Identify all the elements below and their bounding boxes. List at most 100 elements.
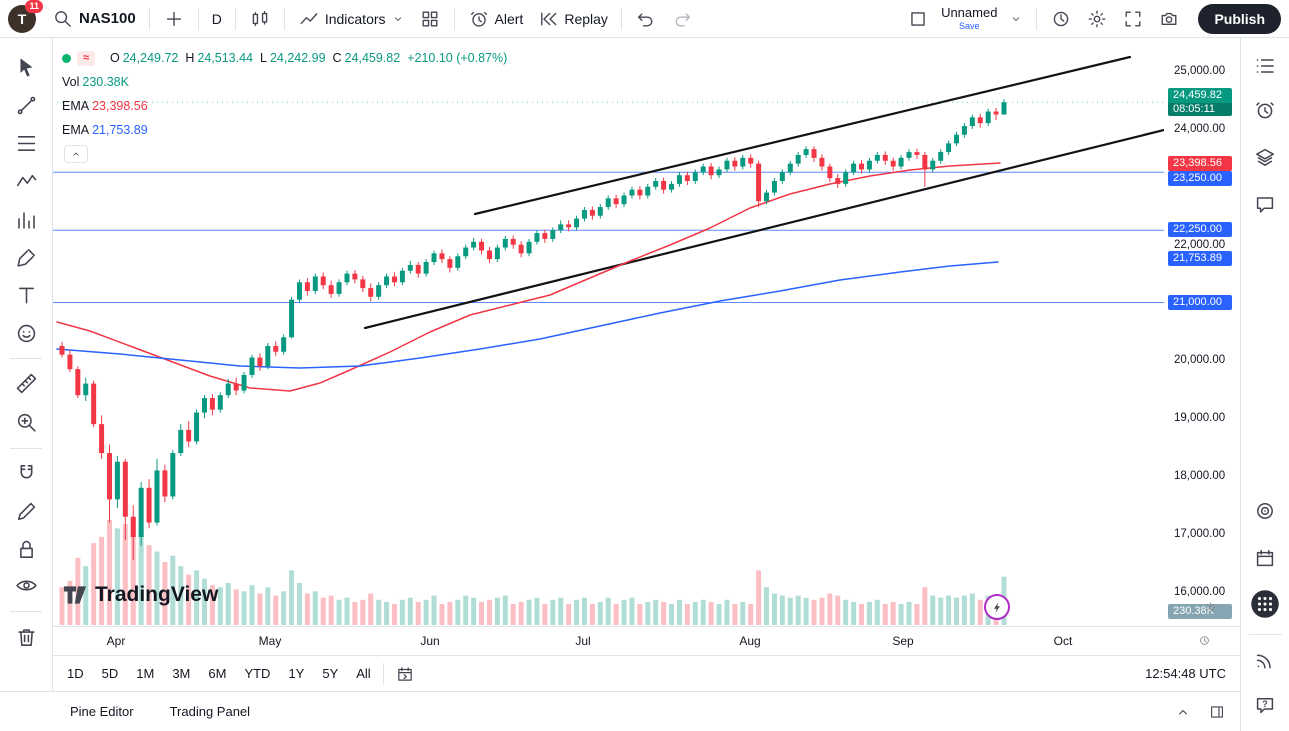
- emoji-tool[interactable]: [12, 319, 40, 347]
- time-tick-jul: Jul: [575, 634, 591, 648]
- range-1y-button[interactable]: 1Y: [288, 666, 305, 681]
- apps-button[interactable]: [1251, 590, 1279, 618]
- layout-grid-icon[interactable]: [413, 4, 447, 34]
- range-ytd-button[interactable]: YTD: [244, 666, 271, 681]
- price-chart[interactable]: [52, 38, 1164, 626]
- chart-legend: ≈ O 24,249.72 H 24,513.44 L 24,242.99 C 24,4…: [62, 46, 507, 163]
- user-avatar[interactable]: T 11: [8, 0, 43, 33]
- help-button[interactable]: ?: [1251, 692, 1279, 720]
- alert-button[interactable]: Alert: [462, 4, 530, 34]
- panel-collapse-icon[interactable]: [1174, 703, 1192, 721]
- toolbar-separator: [283, 7, 285, 30]
- screenshot-camera-icon[interactable]: [1152, 4, 1186, 34]
- lock-icon: [14, 537, 39, 562]
- toolbar-separator: [197, 7, 199, 30]
- symbol-marker-icon: ≈: [77, 50, 95, 66]
- lock-tool[interactable]: [12, 535, 40, 563]
- replay-icon: [537, 8, 559, 30]
- market-status-dot: [62, 53, 71, 63]
- range-5d-button[interactable]: 5D: [101, 666, 119, 681]
- price-tick: 22,000.00: [1174, 238, 1226, 251]
- symbol-search-button[interactable]: NAS100: [46, 4, 142, 34]
- pencil-tool[interactable]: [12, 497, 40, 525]
- emoji-icon: [14, 321, 39, 346]
- layout-chevron-icon[interactable]: [1003, 8, 1029, 30]
- eye-tool[interactable]: [12, 571, 40, 599]
- low-value: 24,242.99: [269, 51, 326, 65]
- hotlists-target-icon: [1253, 499, 1277, 523]
- goto-date-icon[interactable]: [389, 660, 421, 688]
- time-tick-apr: Apr: [106, 634, 126, 648]
- lightning-icon: [991, 601, 1004, 614]
- trading-panel-tab[interactable]: Trading Panel: [169, 704, 251, 719]
- ruler-tool[interactable]: [12, 369, 40, 397]
- settings-gear-icon[interactable]: [1080, 4, 1114, 34]
- trend-line-tool[interactable]: [12, 91, 40, 119]
- cursor-tool[interactable]: [12, 53, 40, 81]
- pine-editor-tab[interactable]: Pine Editor: [70, 704, 134, 719]
- session-clock-icon[interactable]: [1044, 4, 1078, 34]
- chevron-up-icon: [70, 148, 82, 160]
- tradingview-watermark: TradingView: [62, 582, 218, 608]
- ema-fast-value: 23,398.56: [92, 99, 148, 113]
- legend-ema-fast-row: EMA 23,398.56: [62, 94, 507, 118]
- alerts-clock-button[interactable]: [1251, 96, 1279, 124]
- chat-button[interactable]: [1251, 191, 1279, 219]
- high-value: 24,513.44: [197, 51, 253, 65]
- range-5y-button[interactable]: 5Y: [322, 666, 339, 681]
- brush-tool[interactable]: [12, 243, 40, 271]
- redo-icon[interactable]: [665, 4, 699, 34]
- save-link[interactable]: Save: [958, 21, 980, 31]
- range-all-button[interactable]: All: [356, 666, 371, 681]
- publish-button[interactable]: Publish: [1198, 3, 1281, 34]
- magnet-tool[interactable]: [12, 459, 40, 487]
- object-tree-button[interactable]: [1251, 144, 1279, 172]
- compare-add-icon[interactable]: [157, 4, 191, 34]
- panel-expand-icon[interactable]: [1208, 703, 1226, 721]
- utc-clock[interactable]: 12:54:48 UTC: [1145, 666, 1226, 681]
- price-tick: 18,000.00: [1174, 470, 1226, 483]
- lightning-button[interactable]: [984, 594, 1010, 620]
- interval-button[interactable]: D: [211, 10, 222, 27]
- volume-value: 230.38K: [82, 75, 129, 89]
- range-3m-button[interactable]: 3M: [172, 666, 191, 681]
- trash-tool[interactable]: [12, 623, 40, 651]
- text-tool[interactable]: [12, 281, 40, 309]
- zoom-tool[interactable]: [12, 408, 40, 436]
- range-1d-button[interactable]: 1D: [67, 666, 84, 681]
- time-axis[interactable]: Apr May Jun Jul Aug Sep Oct: [52, 626, 1240, 656]
- time-tick-sep: Sep: [892, 634, 914, 648]
- indicators-label: Indicators: [324, 10, 386, 27]
- replay-button[interactable]: Replay: [531, 4, 614, 34]
- undo-icon[interactable]: [629, 4, 663, 34]
- legend-volume-row: Vol 230.38K: [62, 70, 507, 94]
- toolbar-separator: [620, 7, 622, 30]
- high-label: H: [185, 51, 195, 65]
- fullscreen-icon[interactable]: [1116, 4, 1150, 34]
- save-layout-icon[interactable]: [901, 4, 935, 34]
- watchlist-button[interactable]: [1251, 52, 1279, 80]
- range-1m-button[interactable]: 1M: [136, 666, 155, 681]
- cursor-icon: [14, 55, 39, 80]
- fib-retracement-tool[interactable]: [12, 129, 40, 157]
- broadcast-button[interactable]: [1251, 646, 1279, 674]
- price-scale-settings-icon[interactable]: [1204, 601, 1217, 614]
- xabcd-pattern-tool[interactable]: [12, 167, 40, 195]
- drawing-toolbar: [0, 38, 53, 691]
- ruler-icon: [14, 371, 39, 396]
- price-axis[interactable]: 25,000.00 24,000.00 22,000.00 20,000.00 19,0…: [1164, 38, 1240, 626]
- chart-area: ≈ O 24,249.72 H 24,513.44 L 24,242.99 C 24,4…: [52, 38, 1240, 655]
- ema-slow-value: 21,753.89: [92, 123, 148, 137]
- object-tree-icon: [1253, 146, 1277, 170]
- chart-type-icon[interactable]: [243, 4, 277, 34]
- range-6m-button[interactable]: 6M: [208, 666, 227, 681]
- help-icon: ?: [1253, 694, 1277, 718]
- timezone-clock-icon[interactable]: [1198, 634, 1211, 647]
- forecast-tool[interactable]: [12, 205, 40, 233]
- legend-collapse-button[interactable]: [64, 145, 88, 163]
- layout-name-button[interactable]: Unnamed Save: [937, 4, 1001, 33]
- hotlists-target-button[interactable]: [1251, 497, 1279, 525]
- indicators-button[interactable]: Indicators: [292, 4, 411, 34]
- calendar-button[interactable]: [1251, 544, 1279, 572]
